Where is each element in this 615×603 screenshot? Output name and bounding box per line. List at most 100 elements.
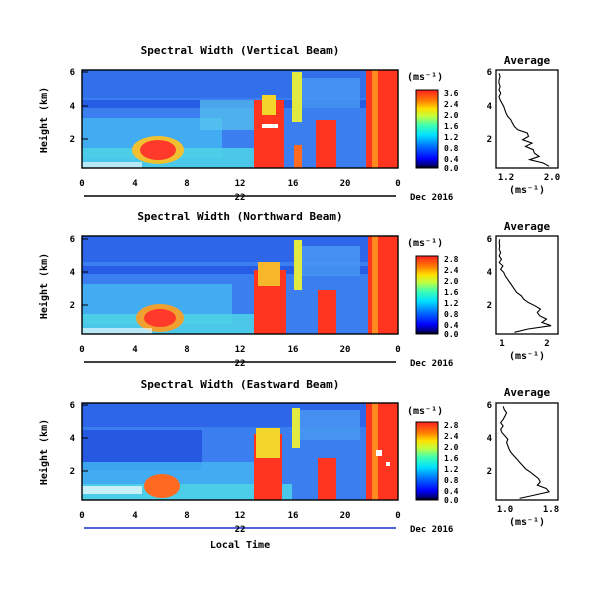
date-day: 22 <box>235 193 246 203</box>
colorbar-tick: 1.6 <box>444 454 459 463</box>
x-tick-label: 16 <box>288 511 299 521</box>
y-tick-label: 6 <box>70 68 75 78</box>
y-tick-label: 2 <box>70 135 75 145</box>
y-tick-label: 4 <box>70 434 76 444</box>
y-ticks: 6 4 2 <box>70 235 88 311</box>
colorbar-tick: 0.4 <box>444 487 459 496</box>
x-tick-label: 8 <box>184 345 189 355</box>
profile-x-tick: 2 <box>544 339 549 349</box>
y-tick-label: 2 <box>70 301 75 311</box>
x-tick-label: 4 <box>132 345 138 355</box>
profile-title: Average <box>504 386 551 399</box>
colorbar: (ms⁻¹) 2.8 2.4 2.0 1.6 1.2 0.8 0.4 0.0 <box>407 406 459 505</box>
colorbar-tick: 0.4 <box>444 321 459 330</box>
colorbar-tick: 2.8 <box>444 421 459 430</box>
colorbar-tick: 1.2 <box>444 133 459 142</box>
profile-x-tick: 1 <box>499 339 504 349</box>
profile-x-tick: 1.2 <box>498 173 514 183</box>
heatmap-field <box>82 70 398 168</box>
colorbar-unit: (ms⁻¹) <box>407 406 443 417</box>
x-tick-label: 0 <box>79 179 84 189</box>
profile-y-tick: 6 <box>487 401 492 411</box>
panel-title: Spectral Width (Eastward Beam) <box>141 378 340 391</box>
x-tick-label: 8 <box>184 179 189 189</box>
date-day: 22 <box>235 359 246 369</box>
profile-y-tick: 4 <box>487 268 493 278</box>
y-axis-label: Height (km) <box>38 253 50 319</box>
colorbar-tick: 0.4 <box>444 155 459 164</box>
profile-x-label: (ms⁻¹) <box>509 517 545 528</box>
colorbar-tick: 3.6 <box>444 89 459 98</box>
x-tick-label: 4 <box>132 511 138 521</box>
profile-y-tick: 2 <box>487 301 492 311</box>
profile-y-tick: 6 <box>487 235 492 245</box>
colorbar-tick: 0.0 <box>444 496 459 505</box>
colorbar-tick: 0.8 <box>444 144 459 153</box>
colorbar-tick: 2.4 <box>444 432 459 441</box>
profile-y-tick: 6 <box>487 68 492 78</box>
colorbar-unit: (ms⁻¹) <box>407 238 443 249</box>
profile-x-tick: 1.0 <box>497 505 513 515</box>
plot-frame <box>81 69 399 169</box>
colorbar-tick: 2.0 <box>444 277 459 286</box>
x-tick-label: 20 <box>340 511 351 521</box>
colorbar-tick: 1.2 <box>444 299 459 308</box>
x-ticks: 0 4 8 12 16 20 0 <box>79 511 400 521</box>
plot-frame <box>81 235 399 335</box>
x-tick-label: 12 <box>235 179 246 189</box>
colorbar-unit: (ms⁻¹) <box>407 72 443 83</box>
x-tick-label: 0 <box>79 511 84 521</box>
colorbar-tick: 0.8 <box>444 310 459 319</box>
date-label: Dec 2016 <box>410 359 453 369</box>
x-tick-label: 4 <box>132 179 138 189</box>
y-axis-label: Height (km) <box>38 419 50 485</box>
y-tick-label: 4 <box>70 268 76 278</box>
y-ticks: 6 4 2 <box>70 68 88 145</box>
profile-line <box>498 239 552 333</box>
average-profile: Average 6 4 2 1.2 2.0 (ms⁻¹) <box>487 54 561 196</box>
date-label: Dec 2016 <box>410 525 453 535</box>
x-ticks: 0 4 8 12 16 20 0 <box>79 179 400 189</box>
colorbar: (ms⁻¹) 2.8 2.4 2.0 1.6 1.2 0.8 0.4 0.0 <box>407 238 459 339</box>
colorbar-tick: 1.6 <box>444 122 459 131</box>
date-day: 22 <box>235 525 246 535</box>
colorbar-tick: 2.0 <box>444 443 459 452</box>
colorbar-tick: 2.0 <box>444 111 459 120</box>
profile-line <box>500 406 551 499</box>
x-tick-label: 20 <box>340 345 351 355</box>
profile-y-tick: 4 <box>487 102 493 112</box>
y-tick-label: 4 <box>70 102 76 112</box>
y-ticks: 6 4 2 <box>70 401 88 477</box>
profile-x-tick: 2.0 <box>544 173 560 183</box>
x-tick-label: 12 <box>235 345 246 355</box>
x-tick-label: 0 <box>395 511 400 521</box>
average-profile: Average 6 4 2 1 2 (ms⁻¹) <box>487 220 559 362</box>
plot-frame <box>81 402 399 501</box>
colorbar-tick: 2.4 <box>444 100 459 109</box>
x-tick-label: 0 <box>395 345 400 355</box>
heatmap-field <box>82 236 398 334</box>
profile-x-label: (ms⁻¹) <box>509 351 545 362</box>
colorbar-tick: 2.4 <box>444 266 459 275</box>
heatmap-field <box>82 403 398 500</box>
colorbar: (ms⁻¹) 3.6 2.4 2.0 1.6 1.2 0.8 0.4 0.0 <box>407 72 459 173</box>
panel-title: Spectral Width (Vertical Beam) <box>141 44 340 57</box>
x-tick-label: 8 <box>184 511 189 521</box>
profile-y-tick: 4 <box>487 434 493 444</box>
x-tick-label: 16 <box>288 179 299 189</box>
x-tick-label: 12 <box>235 511 246 521</box>
date-label: Dec 2016 <box>410 193 453 203</box>
y-tick-label: 6 <box>70 401 75 411</box>
average-profile: Average 6 4 2 1.0 1.8 (ms⁻¹) <box>487 386 560 528</box>
profile-y-tick: 2 <box>487 467 492 477</box>
y-tick-label: 6 <box>70 235 75 245</box>
y-tick-label: 2 <box>70 467 75 477</box>
profile-title: Average <box>504 220 551 233</box>
panel-eastward-beam: Spectral Width (Eastward Beam) Height (k… <box>38 378 559 551</box>
x-tick-label: 0 <box>79 345 84 355</box>
profile-title: Average <box>504 54 551 67</box>
colorbar-tick: 0.0 <box>444 330 459 339</box>
x-ticks: 0 4 8 12 16 20 0 <box>79 345 400 355</box>
colorbar-tick: 1.6 <box>444 288 459 297</box>
